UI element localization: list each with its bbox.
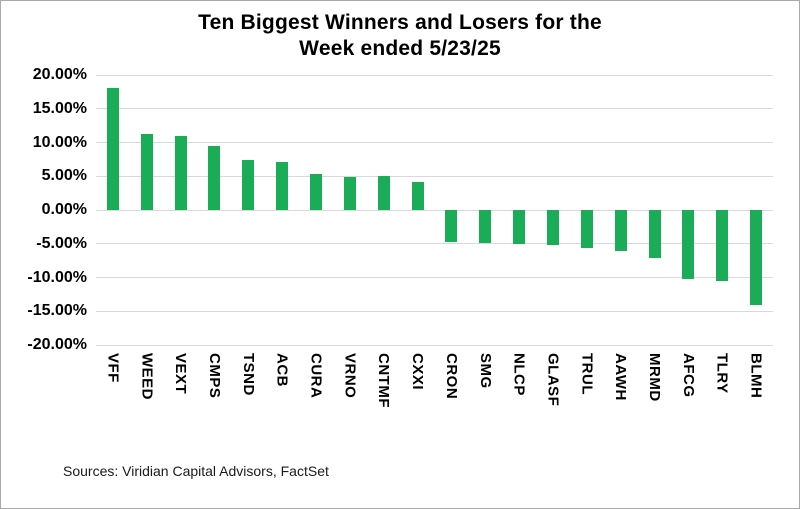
y-tick-label: 0.00% bbox=[41, 201, 87, 218]
bar-BLMH bbox=[750, 210, 763, 305]
bar-MRMD bbox=[648, 210, 661, 258]
gridline bbox=[96, 142, 773, 143]
chart-title: Ten Biggest Winners and Losers for the W… bbox=[1, 10, 799, 62]
x-tick-label-VEXT: VEXT bbox=[172, 353, 190, 395]
y-tick-label: 10.00% bbox=[32, 133, 87, 151]
bar-SMG bbox=[479, 210, 492, 244]
plot-area bbox=[96, 74, 773, 346]
bar-ACB bbox=[276, 162, 289, 210]
x-tick-label-AFCG: AFCG bbox=[679, 353, 697, 398]
y-tick-label: 20.00% bbox=[32, 66, 87, 83]
x-tick-label-TRUL: TRUL bbox=[578, 353, 596, 395]
bar-VRNO bbox=[343, 176, 356, 210]
x-tick-label-CMPS: CMPS bbox=[205, 353, 223, 399]
gridline bbox=[96, 175, 773, 177]
bar-CMPS bbox=[208, 145, 221, 210]
x-tick-label-AAWH: AAWH bbox=[612, 353, 630, 401]
bar-CURA bbox=[310, 174, 323, 210]
gridline bbox=[96, 243, 773, 245]
x-tick-label-BLMH: BLMH bbox=[747, 353, 765, 399]
gridline bbox=[96, 277, 773, 278]
gridline bbox=[96, 310, 773, 312]
chart-title-line2: Week ended 5/23/25 bbox=[299, 37, 501, 60]
y-tick-label: 15.00% bbox=[32, 99, 87, 117]
y-tick-label: -5.00% bbox=[36, 234, 87, 252]
y-tick-label: 5.00% bbox=[41, 167, 87, 185]
x-tick-label-NLCP: NLCP bbox=[510, 353, 528, 396]
x-tick-label-MRMD: MRMD bbox=[646, 353, 664, 402]
chart-title-line1: Ten Biggest Winners and Losers for the bbox=[198, 11, 602, 34]
y-tick-label: -15.00% bbox=[27, 302, 87, 320]
x-tick-label-TSND: TSND bbox=[239, 353, 257, 396]
gridline bbox=[96, 74, 773, 76]
bar-CXXI bbox=[411, 181, 424, 210]
bar-CRON bbox=[445, 210, 458, 243]
source-note: Sources: Viridian Capital Advisors, Fact… bbox=[63, 463, 329, 479]
x-tick-label-ACB: ACB bbox=[273, 353, 291, 387]
bar-AAWH bbox=[614, 210, 627, 251]
y-tick-label: -10.00% bbox=[27, 268, 87, 286]
bar-CNTMF bbox=[377, 176, 390, 210]
x-tick-label-CRON: CRON bbox=[442, 353, 460, 400]
gridline bbox=[96, 108, 773, 110]
x-tick-label-VFF: VFF bbox=[104, 353, 122, 383]
bar-TSND bbox=[242, 160, 255, 210]
x-tick-label-GLASF: GLASF bbox=[544, 353, 562, 407]
y-tick-label: -20.00% bbox=[27, 336, 87, 353]
x-tick-label-WEED: WEED bbox=[138, 353, 156, 400]
x-tick-label-SMG: SMG bbox=[476, 353, 494, 389]
x-tick-label-CNTMF: CNTMF bbox=[375, 353, 393, 408]
x-tick-label-CXXI: CXXI bbox=[409, 353, 427, 391]
bar-VFF bbox=[106, 87, 119, 210]
bar-NLCP bbox=[513, 210, 526, 245]
x-tick-label-TLRY: TLRY bbox=[713, 353, 731, 394]
gridline bbox=[96, 209, 773, 211]
x-tick-label-VRNO: VRNO bbox=[341, 353, 359, 399]
x-tick-label-CURA: CURA bbox=[307, 353, 325, 399]
bar-TRUL bbox=[580, 210, 593, 248]
bar-GLASF bbox=[546, 210, 559, 246]
bar-AFCG bbox=[682, 210, 695, 279]
x-axis: VFF WEED VEXT CMPS TSND ACB CURA VRNO CNTMF CXXI C… bbox=[96, 353, 773, 433]
bar-WEED bbox=[140, 133, 153, 210]
y-axis: 20.00% 15.00% 10.00% 5.00% 0.00% -5.00% -10.00… bbox=[1, 66, 87, 353]
bar-VEXT bbox=[174, 136, 187, 210]
bar-TLRY bbox=[716, 210, 729, 281]
gridline bbox=[96, 344, 773, 346]
